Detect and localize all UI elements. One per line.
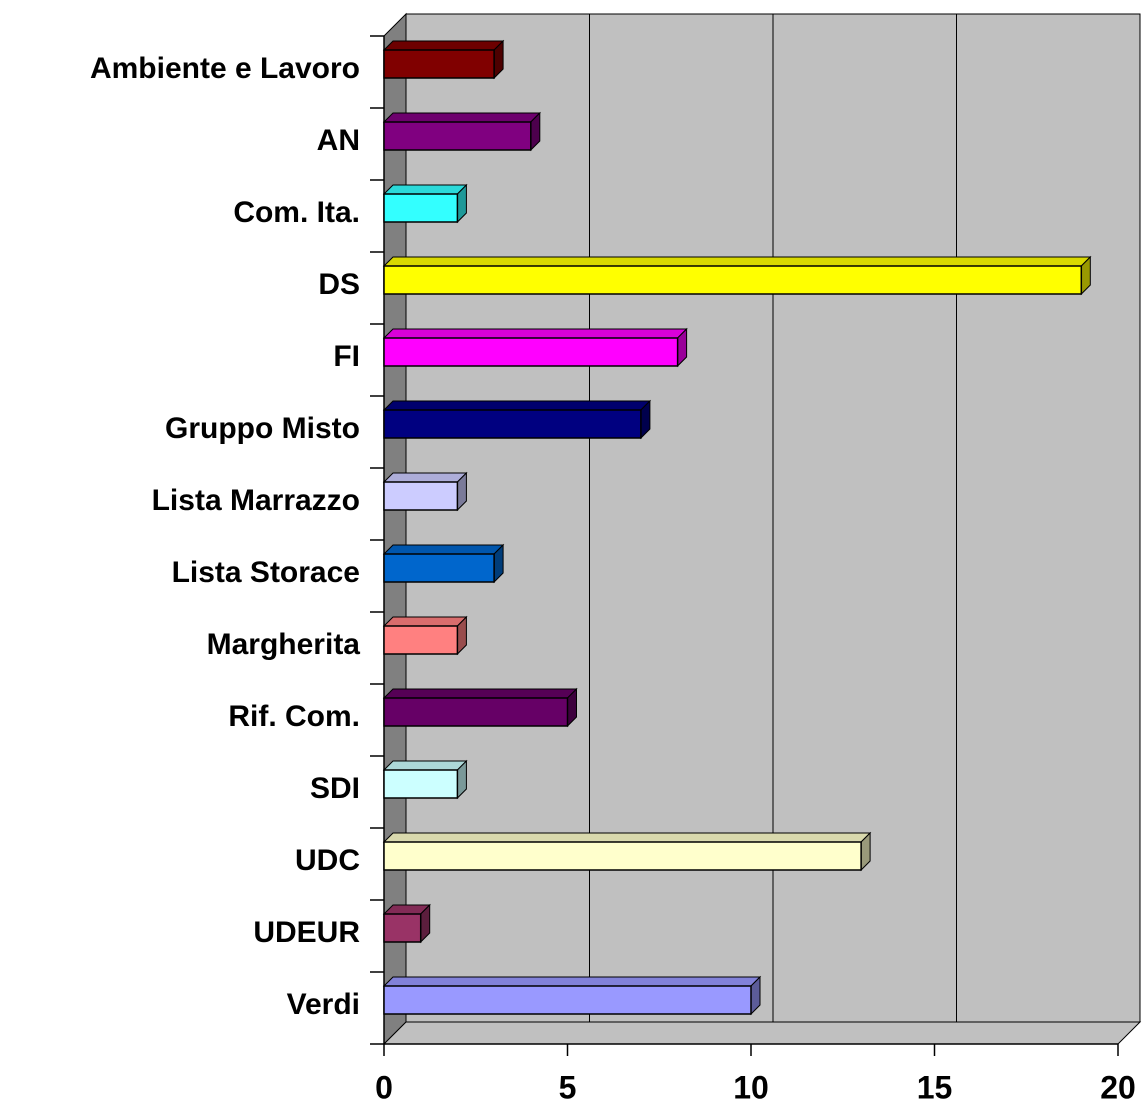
x-tick-label: 20	[1100, 1069, 1136, 1105]
x-tick-label: 5	[559, 1069, 577, 1105]
bar	[383, 697, 569, 727]
bar-side-shade	[751, 977, 760, 1014]
bar-top-shade	[384, 257, 1091, 266]
y-tick-label: Lista Marrazzo	[152, 484, 360, 517]
bar	[383, 121, 532, 151]
bar-top-shade	[384, 401, 650, 410]
bar-top-shade	[384, 185, 467, 194]
bar-top-shade	[384, 761, 467, 770]
bar-side-shade	[457, 617, 467, 654]
bar-top-shade	[384, 905, 430, 914]
bar-side-shade	[861, 833, 871, 870]
bar-side-shade	[677, 329, 687, 366]
bar	[383, 265, 1083, 295]
x-tick-label: 0	[375, 1069, 393, 1105]
bar-side-shade	[494, 41, 504, 78]
bar-top-shade	[384, 329, 687, 338]
bar-top-shade	[384, 617, 467, 626]
floor	[382, 1021, 1142, 1045]
bar	[383, 913, 422, 943]
bar	[383, 553, 495, 583]
y-tick-label: Verdi	[287, 988, 360, 1021]
bar-top-shade	[384, 977, 760, 986]
y-tick-label: Margherita	[207, 628, 361, 661]
bar-side-shade	[530, 113, 540, 150]
y-tick-label: UDC	[295, 844, 360, 877]
bar-side-shade	[457, 761, 467, 798]
bar	[383, 193, 459, 223]
bar	[383, 409, 642, 439]
bar-top-shade	[384, 113, 540, 122]
bar-side-shade	[1081, 257, 1091, 294]
y-tick-label: Rif. Com.	[228, 700, 360, 733]
y-tick-label: Ambiente e Lavoro	[90, 52, 360, 85]
bar-side-shade	[567, 689, 577, 726]
bar-side-shade	[494, 545, 504, 582]
bar-side-shade	[420, 905, 430, 942]
bar-side-shade	[457, 185, 467, 222]
y-tick-label: SDI	[310, 772, 360, 805]
y-tick-label: FI	[333, 340, 360, 373]
y-tick-label: AN	[317, 124, 360, 157]
y-tick-label: Lista Storace	[172, 556, 360, 589]
bar-top-shade	[384, 545, 504, 554]
y-tick-label: UDEUR	[253, 916, 360, 949]
y-tick-label: Gruppo Misto	[165, 412, 360, 445]
y-tick-label: DS	[318, 268, 360, 301]
bar-side-shade	[640, 401, 650, 438]
bar	[383, 841, 862, 871]
bar	[383, 625, 459, 655]
x-tick-label: 10	[733, 1069, 769, 1105]
bar	[383, 481, 459, 511]
x-tick-label: 15	[917, 1069, 953, 1105]
bar	[383, 985, 752, 1015]
y-tick-label: Com. Ita.	[233, 196, 360, 229]
side-wall	[383, 12, 407, 1046]
bar	[383, 769, 459, 799]
bar-top-shade	[384, 473, 467, 482]
bar	[383, 49, 495, 79]
bar-top-shade	[384, 833, 871, 842]
bar	[383, 337, 679, 367]
bar-top-shade	[384, 689, 577, 698]
bar-side-shade	[457, 473, 467, 510]
bar-top-shade	[384, 41, 504, 50]
